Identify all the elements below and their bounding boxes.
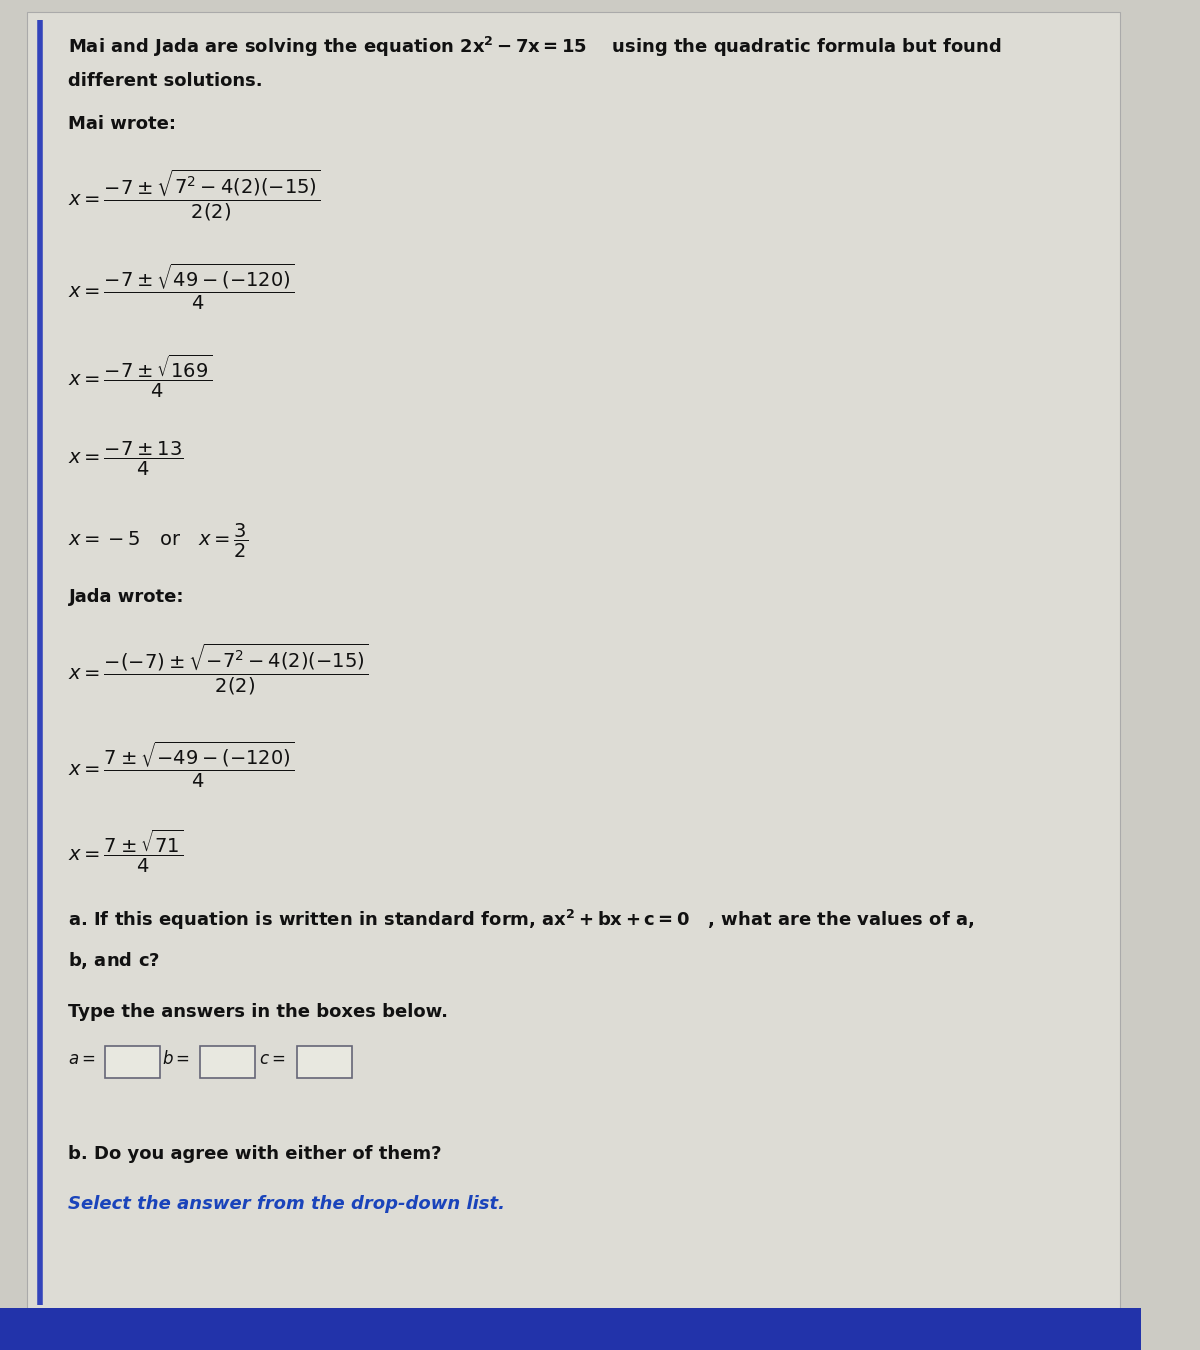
Text: $x=\dfrac{-7\pm\sqrt{169}}{4}$: $x=\dfrac{-7\pm\sqrt{169}}{4}$: [68, 352, 212, 400]
Bar: [0, 1308, 1141, 1350]
Text: $x=\dfrac{-7\pm\sqrt{49-(-120)}}{4}$: $x=\dfrac{-7\pm\sqrt{49-(-120)}}{4}$: [68, 262, 295, 312]
Text: $c=$: $c=$: [258, 1050, 286, 1068]
Text: $x=\dfrac{-7\pm13}{4}$: $x=\dfrac{-7\pm13}{4}$: [68, 440, 184, 478]
Text: Type the answers in the boxes below.: Type the answers in the boxes below.: [68, 1003, 449, 1021]
Text: Mai and Jada are solving the equation $\mathbf{2x^2-7x=15}$    using the quadrat: Mai and Jada are solving the equation $\…: [68, 35, 1002, 59]
Text: $\mathbf{b}$, and $\mathbf{c}$?: $\mathbf{b}$, and $\mathbf{c}$?: [68, 950, 161, 971]
Bar: [296, 1046, 352, 1079]
Text: different solutions.: different solutions.: [68, 72, 263, 90]
Text: Jada wrote:: Jada wrote:: [68, 589, 184, 606]
Text: $x=-5\quad\mathrm{or}\quad x=\dfrac{3}{2}$: $x=-5\quad\mathrm{or}\quad x=\dfrac{3}{2…: [68, 522, 248, 560]
Text: $x=\dfrac{7\pm\sqrt{71}}{4}$: $x=\dfrac{7\pm\sqrt{71}}{4}$: [68, 828, 184, 875]
Text: Mai wrote:: Mai wrote:: [68, 115, 176, 134]
Text: $b=$: $b=$: [162, 1050, 190, 1068]
Bar: [199, 1046, 254, 1079]
Text: Select the answer from the drop-down list.: Select the answer from the drop-down lis…: [68, 1195, 505, 1214]
Bar: [104, 1046, 160, 1079]
Text: $x=\dfrac{7\pm\sqrt{-49-(-120)}}{4}$: $x=\dfrac{7\pm\sqrt{-49-(-120)}}{4}$: [68, 740, 295, 790]
Text: b. Do you agree with either of them?: b. Do you agree with either of them?: [68, 1145, 442, 1162]
Text: $x=\dfrac{-(-7)\pm\sqrt{-7^2-4(2)(-15)}}{2(2)}$: $x=\dfrac{-(-7)\pm\sqrt{-7^2-4(2)(-15)}}…: [68, 643, 370, 697]
Text: a. If this equation is written in standard form, $\mathbf{ax^2+bx+c=0}$   , what: a. If this equation is written in standa…: [68, 909, 974, 931]
Text: $x=\dfrac{-7\pm\sqrt{7^2-4(2)(-15)}}{2(2)}$: $x=\dfrac{-7\pm\sqrt{7^2-4(2)(-15)}}{2(2…: [68, 167, 322, 223]
Text: $a=$: $a=$: [68, 1050, 96, 1068]
